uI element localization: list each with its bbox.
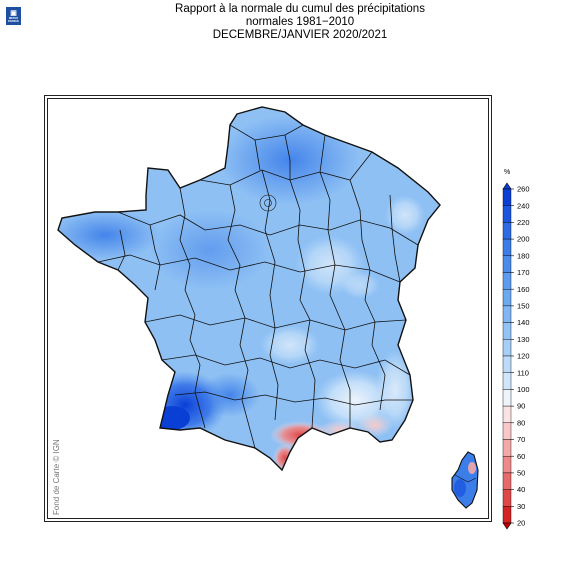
meteo-france-logo: ▣ METEO FRANCE <box>6 7 21 25</box>
legend-tick-label: 70 <box>517 435 525 444</box>
legend-tick-label: 140 <box>517 318 530 327</box>
map-title: Rapport à la normale du cumul des précip… <box>130 3 470 42</box>
legend-band <box>502 322 512 340</box>
logo-text: METEO FRANCE <box>8 16 19 23</box>
legend-band <box>502 489 512 507</box>
legend-top-arrow <box>502 182 512 190</box>
department-borders <box>97 124 419 449</box>
legend-tick-label: 50 <box>517 469 525 478</box>
legend-tick-label: 60 <box>517 452 525 461</box>
france-coastline <box>57 106 441 472</box>
color-scale-legend: 260 240 220 200 180 170 160 150 140 130 120 110 100 9… <box>502 182 530 530</box>
legend-tick-label: 40 <box>517 485 525 494</box>
legend-band <box>502 288 512 307</box>
legend-tick-label: 160 <box>517 285 530 294</box>
map-frame-outer <box>44 95 492 522</box>
legend-band <box>502 238 512 256</box>
legend-tick-label: 260 <box>517 185 530 194</box>
legend-band <box>502 456 512 474</box>
legend-tick-label: 30 <box>517 502 525 511</box>
legend-bottom-arrow <box>502 522 512 530</box>
map-frame-inner <box>47 98 489 519</box>
legend-tick-label: 240 <box>517 201 530 210</box>
legend-band <box>502 439 512 457</box>
legend-band <box>502 405 512 424</box>
legend-unit: % <box>504 169 511 176</box>
legend-band <box>502 389 512 407</box>
legend-band <box>502 339 512 357</box>
paris-area-borders <box>259 194 277 212</box>
legend-band <box>502 188 512 206</box>
legend-band <box>502 472 512 490</box>
title-line-1: Rapport à la normale du cumul des précip… <box>175 3 425 15</box>
legend-tick-label: 100 <box>517 385 530 394</box>
legend-band <box>502 222 512 240</box>
legend-band <box>502 422 512 440</box>
legend-band <box>502 272 512 290</box>
legend-tick-label: 180 <box>517 251 530 260</box>
map-credit: Fond de Carte © IGN <box>52 439 61 515</box>
logo-mark-icon: ▣ <box>10 9 17 17</box>
title-line-3: DECEMBRE/JANVIER 2020/2021 <box>212 29 388 41</box>
legend-tick-label: 110 <box>517 368 529 377</box>
title-line-2: normales 1981−2010 <box>245 16 355 28</box>
legend-tick-label: 220 <box>517 218 530 227</box>
legend-band <box>502 305 512 323</box>
mainland-france <box>57 106 441 472</box>
legend-tick-label: 200 <box>517 235 530 244</box>
legend-band <box>502 255 512 273</box>
legend-ticks: 260 240 220 200 180 170 160 150 140 130 120 110 100 9… <box>511 185 530 528</box>
legend-band <box>502 205 512 223</box>
legend-tick-label: 130 <box>517 335 530 344</box>
legend-tick-label: 90 <box>517 402 525 411</box>
legend-tick-label: 170 <box>517 268 530 277</box>
corsica <box>451 451 479 509</box>
legend-tick-label: 120 <box>517 352 530 361</box>
legend-tick-label: 20 <box>517 519 525 528</box>
legend-tick-label: 80 <box>517 418 525 427</box>
legend-band <box>502 372 512 390</box>
legend-bands <box>502 182 512 530</box>
legend-tick-label: 150 <box>517 302 530 311</box>
legend-band <box>502 355 512 373</box>
legend-band <box>502 506 512 524</box>
